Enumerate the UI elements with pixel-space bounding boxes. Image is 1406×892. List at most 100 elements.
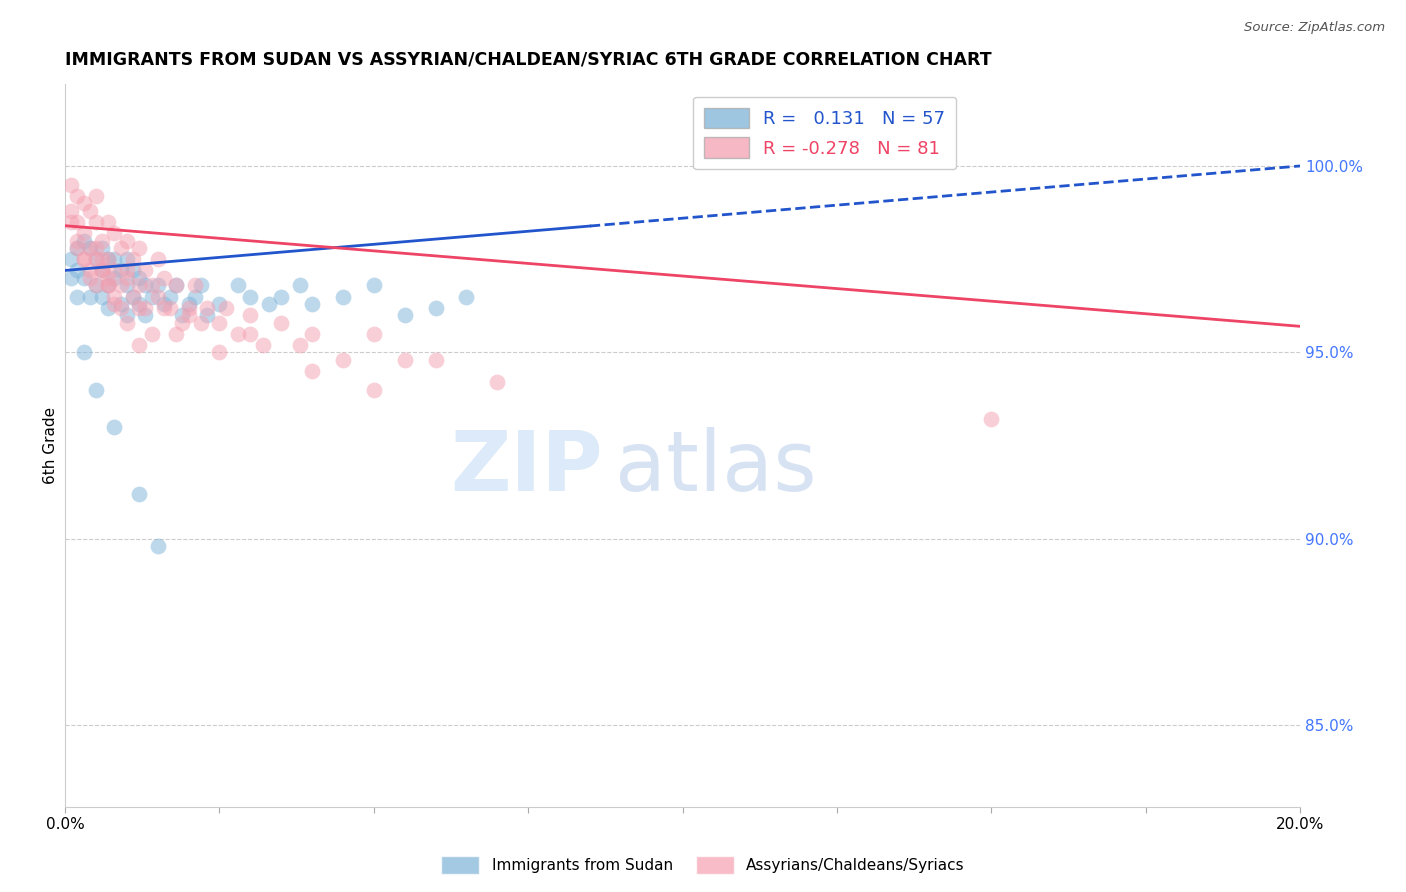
Point bbox=[190, 278, 212, 293]
Point bbox=[239, 308, 262, 322]
Point bbox=[72, 234, 94, 248]
Point bbox=[110, 278, 132, 293]
Point bbox=[159, 301, 181, 315]
Text: ZIP: ZIP bbox=[450, 426, 602, 508]
Point bbox=[66, 289, 89, 303]
Point bbox=[332, 289, 354, 303]
Point bbox=[257, 297, 280, 311]
Point bbox=[184, 289, 207, 303]
Point bbox=[195, 308, 218, 322]
Point bbox=[72, 252, 94, 267]
Point bbox=[134, 263, 156, 277]
Point bbox=[115, 316, 138, 330]
Point bbox=[122, 263, 145, 277]
Point bbox=[208, 316, 231, 330]
Point bbox=[425, 352, 447, 367]
Point bbox=[79, 203, 101, 218]
Point bbox=[190, 316, 212, 330]
Point bbox=[146, 289, 169, 303]
Point bbox=[141, 326, 163, 341]
Point bbox=[72, 196, 94, 211]
Point bbox=[97, 278, 120, 293]
Point bbox=[214, 301, 236, 315]
Point bbox=[72, 252, 94, 267]
Point bbox=[146, 278, 169, 293]
Point bbox=[110, 301, 132, 315]
Point bbox=[153, 271, 176, 285]
Point bbox=[79, 241, 101, 255]
Point bbox=[141, 278, 163, 293]
Point bbox=[122, 289, 145, 303]
Point bbox=[91, 252, 114, 267]
Point bbox=[165, 278, 187, 293]
Point bbox=[91, 289, 114, 303]
Point bbox=[115, 252, 138, 267]
Point bbox=[128, 487, 150, 501]
Point bbox=[72, 226, 94, 240]
Point bbox=[252, 338, 274, 352]
Text: atlas: atlas bbox=[614, 426, 817, 508]
Point bbox=[72, 271, 94, 285]
Point bbox=[84, 241, 107, 255]
Point bbox=[486, 375, 509, 389]
Point bbox=[332, 352, 354, 367]
Point bbox=[60, 215, 83, 229]
Point bbox=[115, 278, 138, 293]
Point bbox=[103, 289, 125, 303]
Point bbox=[97, 271, 120, 285]
Point bbox=[288, 338, 311, 352]
Point bbox=[110, 241, 132, 255]
Point bbox=[270, 316, 292, 330]
Point bbox=[301, 364, 323, 378]
Point bbox=[84, 189, 107, 203]
Point bbox=[60, 178, 83, 192]
Point bbox=[128, 297, 150, 311]
Point bbox=[97, 215, 120, 229]
Point bbox=[128, 241, 150, 255]
Y-axis label: 6th Grade: 6th Grade bbox=[44, 407, 58, 484]
Point bbox=[425, 301, 447, 315]
Point bbox=[103, 420, 125, 434]
Point bbox=[122, 252, 145, 267]
Point bbox=[103, 263, 125, 277]
Point bbox=[195, 301, 218, 315]
Point bbox=[177, 308, 200, 322]
Point bbox=[115, 263, 138, 277]
Point bbox=[79, 271, 101, 285]
Point bbox=[91, 263, 114, 277]
Point bbox=[301, 297, 323, 311]
Point bbox=[110, 263, 132, 277]
Point bbox=[66, 215, 89, 229]
Point bbox=[159, 289, 181, 303]
Point bbox=[103, 252, 125, 267]
Point bbox=[79, 263, 101, 277]
Point bbox=[84, 252, 107, 267]
Point bbox=[184, 278, 207, 293]
Point bbox=[141, 289, 163, 303]
Text: Source: ZipAtlas.com: Source: ZipAtlas.com bbox=[1244, 21, 1385, 34]
Point bbox=[394, 308, 416, 322]
Legend: Immigrants from Sudan, Assyrians/Chaldeans/Syriacs: Immigrants from Sudan, Assyrians/Chaldea… bbox=[434, 850, 972, 880]
Point bbox=[79, 241, 101, 255]
Point bbox=[239, 326, 262, 341]
Point bbox=[103, 271, 125, 285]
Point bbox=[980, 412, 1002, 426]
Point bbox=[134, 308, 156, 322]
Point bbox=[177, 301, 200, 315]
Point bbox=[84, 215, 107, 229]
Point bbox=[172, 308, 194, 322]
Point bbox=[146, 539, 169, 553]
Point bbox=[79, 289, 101, 303]
Point bbox=[66, 263, 89, 277]
Point bbox=[97, 278, 120, 293]
Point bbox=[91, 263, 114, 277]
Point bbox=[60, 271, 83, 285]
Point bbox=[91, 234, 114, 248]
Point bbox=[72, 345, 94, 359]
Point bbox=[97, 252, 120, 267]
Point bbox=[103, 226, 125, 240]
Point bbox=[239, 289, 262, 303]
Point bbox=[84, 252, 107, 267]
Point bbox=[84, 383, 107, 397]
Point bbox=[394, 352, 416, 367]
